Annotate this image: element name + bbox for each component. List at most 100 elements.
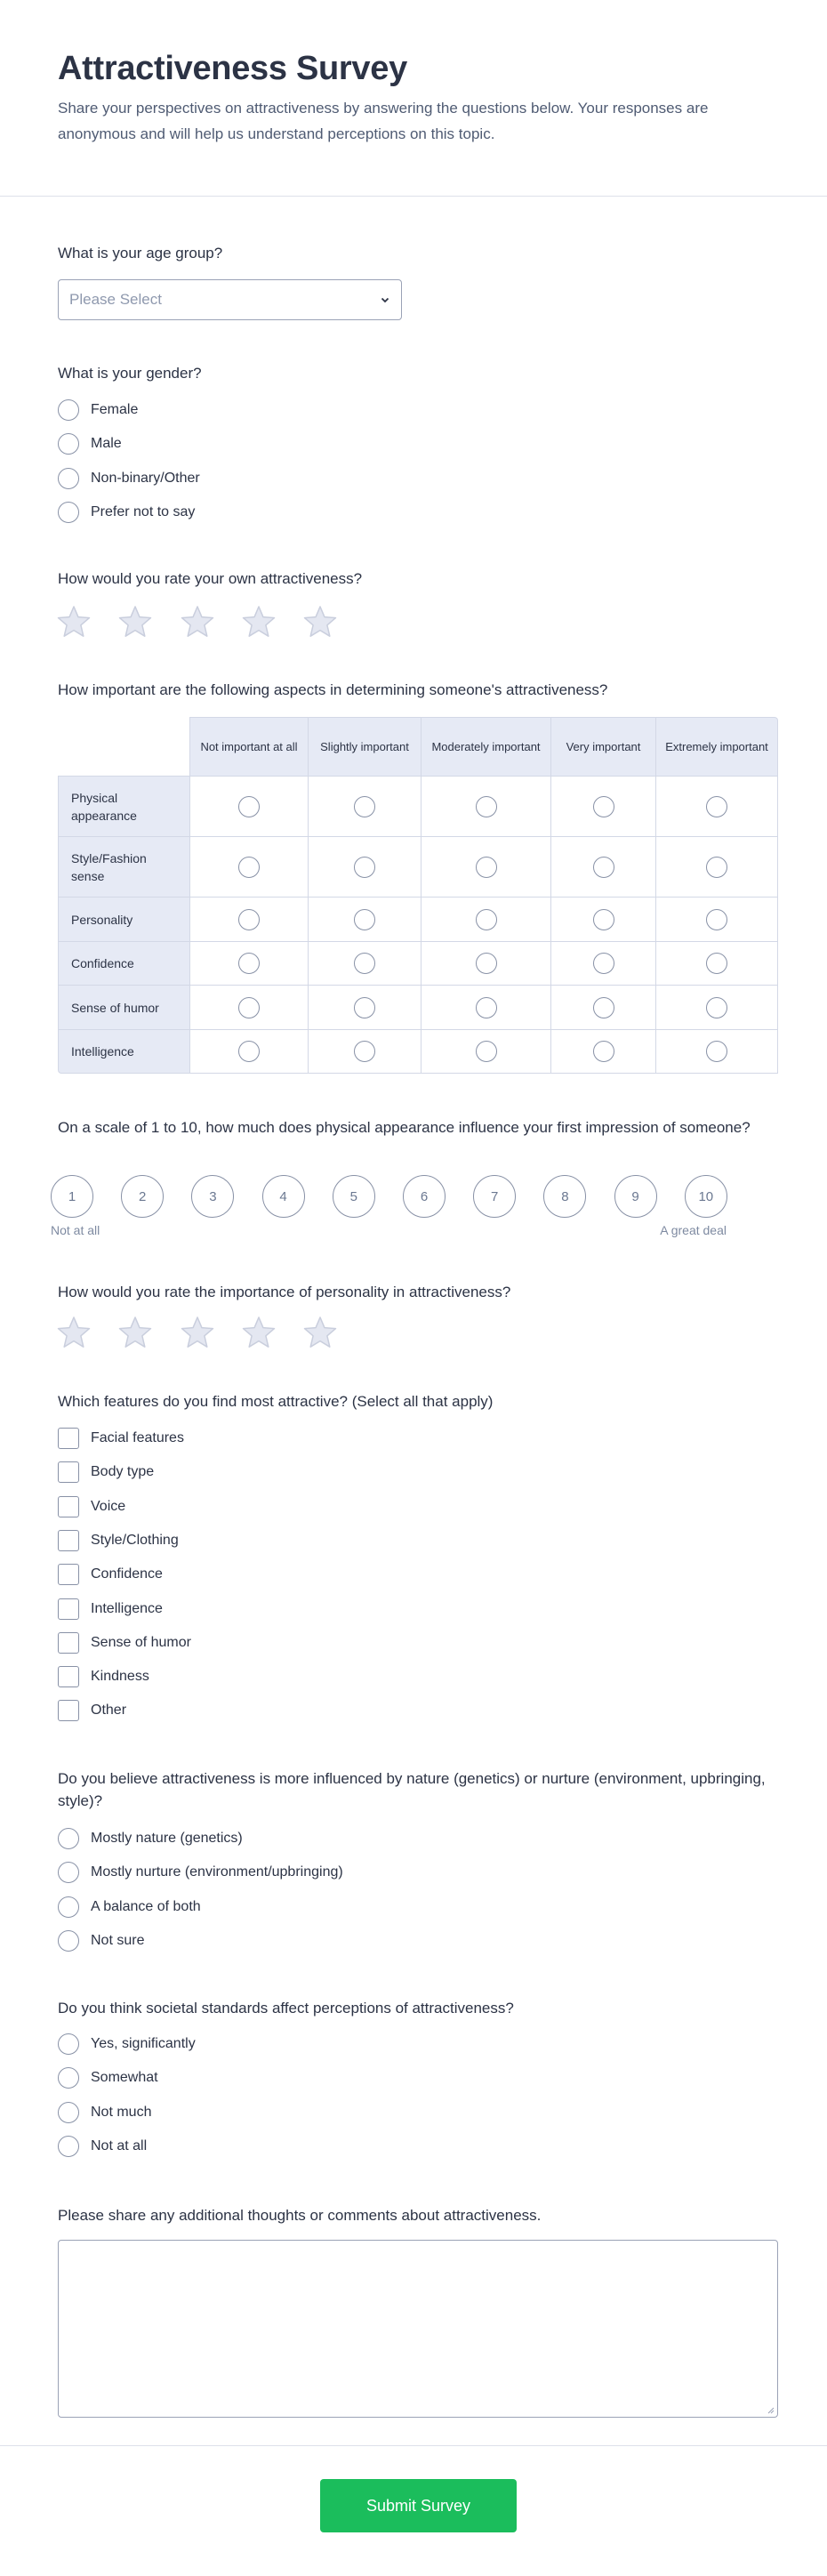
radio-option[interactable]: Male — [58, 431, 122, 457]
radio-button[interactable] — [58, 2067, 79, 2089]
radio-button[interactable] — [58, 1828, 79, 1849]
radio-button[interactable] — [592, 953, 614, 974]
star-icon[interactable] — [180, 1315, 215, 1350]
star-icon[interactable] — [241, 604, 277, 640]
scale-option[interactable]: 6 — [403, 1175, 446, 1218]
radio-button[interactable] — [58, 2033, 79, 2055]
radio-button[interactable] — [475, 908, 497, 930]
scale-option[interactable]: 4 — [261, 1175, 305, 1218]
matrix-cell — [309, 777, 422, 837]
radio-button[interactable] — [475, 953, 497, 974]
checkbox[interactable] — [58, 1700, 79, 1722]
radio-option[interactable]: Yes, significantly — [58, 2031, 196, 2057]
radio-button[interactable] — [475, 996, 497, 1018]
matrix-cell — [190, 986, 309, 1030]
radio-button[interactable] — [238, 795, 260, 817]
star-icon[interactable] — [56, 1315, 92, 1350]
radio-button[interactable] — [58, 467, 79, 489]
radio-button[interactable] — [706, 908, 727, 930]
radio-button[interactable] — [475, 795, 497, 817]
radio-button[interactable] — [475, 1041, 497, 1062]
scale-option[interactable]: 5 — [332, 1175, 375, 1218]
checkbox-option[interactable]: Kindness — [58, 1663, 149, 1690]
checkbox[interactable] — [58, 1495, 79, 1517]
radio-button[interactable] — [58, 1929, 79, 1952]
scale-option[interactable]: 1 — [51, 1175, 93, 1218]
scale-option[interactable]: 2 — [121, 1175, 165, 1218]
radio-option[interactable]: Not much — [58, 2099, 151, 2126]
radio-button[interactable] — [592, 1041, 614, 1062]
age-group-select[interactable]: Please Select — [58, 279, 402, 320]
checkbox[interactable] — [58, 1598, 79, 1620]
resize-handle-icon[interactable] — [766, 2405, 775, 2414]
radio-button[interactable] — [592, 795, 614, 817]
checkbox[interactable] — [58, 1529, 79, 1551]
checkbox-option[interactable]: Sense of humor — [58, 1630, 191, 1656]
radio-button[interactable] — [58, 399, 79, 421]
checkbox[interactable] — [58, 1461, 79, 1484]
scale-option[interactable]: 8 — [543, 1175, 587, 1218]
checkbox-option[interactable]: Other — [58, 1697, 126, 1724]
star-icon[interactable] — [180, 604, 215, 640]
aspects-label: How important are the following aspects … — [58, 681, 608, 698]
star-icon[interactable] — [56, 604, 92, 640]
radio-option[interactable]: Not at all — [58, 2133, 147, 2160]
checkbox-option[interactable]: Body type — [58, 1459, 154, 1485]
star-icon[interactable] — [302, 1315, 338, 1350]
radio-button[interactable] — [354, 1041, 375, 1062]
radio-button[interactable] — [58, 2135, 79, 2157]
radio-button[interactable] — [706, 1041, 727, 1062]
radio-button[interactable] — [592, 856, 614, 878]
radio-button[interactable] — [475, 856, 497, 878]
radio-button[interactable] — [706, 856, 727, 878]
radio-button[interactable] — [58, 501, 79, 523]
radio-button[interactable] — [354, 953, 375, 974]
star-icon[interactable] — [117, 1315, 153, 1350]
radio-button[interactable] — [238, 856, 260, 878]
radio-button[interactable] — [238, 953, 260, 974]
checkbox[interactable] — [58, 1631, 79, 1654]
checkbox-option[interactable]: Voice — [58, 1493, 125, 1520]
checkbox[interactable] — [58, 1428, 79, 1449]
radio-button[interactable] — [354, 856, 375, 878]
radio-button[interactable] — [238, 1041, 260, 1062]
radio-option[interactable]: A balance of both — [58, 1894, 201, 1920]
checkbox[interactable] — [58, 1666, 79, 1688]
submit-survey-button[interactable]: Submit Survey — [320, 2479, 517, 2532]
radio-button[interactable] — [58, 1862, 79, 1884]
scale-option[interactable]: 3 — [191, 1175, 235, 1218]
star-icon[interactable] — [117, 604, 153, 640]
radio-option[interactable]: Prefer not to say — [58, 499, 195, 526]
star-icon[interactable] — [302, 604, 338, 640]
checkbox-option[interactable]: Facial features — [58, 1425, 184, 1452]
checkbox-option[interactable]: Intelligence — [58, 1596, 163, 1622]
radio-button[interactable] — [238, 996, 260, 1018]
radio-option[interactable]: Not sure — [58, 1928, 144, 1954]
comments-textarea[interactable] — [58, 2240, 778, 2418]
radio-button[interactable] — [238, 908, 260, 930]
checkbox[interactable] — [58, 1564, 79, 1586]
radio-button[interactable] — [592, 996, 614, 1018]
radio-button[interactable] — [58, 433, 79, 455]
radio-button[interactable] — [592, 908, 614, 930]
checkbox-option[interactable]: Style/Clothing — [58, 1527, 179, 1554]
radio-button[interactable] — [58, 1896, 79, 1918]
radio-button[interactable] — [354, 908, 375, 930]
radio-button[interactable] — [354, 996, 375, 1018]
scale-option[interactable]: 7 — [473, 1175, 517, 1218]
radio-option[interactable]: Mostly nature (genetics) — [58, 1825, 243, 1852]
checkbox-option[interactable]: Confidence — [58, 1561, 163, 1588]
radio-option[interactable]: Non-binary/Other — [58, 465, 200, 492]
scale-option[interactable]: 9 — [614, 1175, 657, 1218]
radio-option[interactable]: Mostly nurture (environment/upbringing) — [58, 1859, 343, 1886]
matrix-cell — [551, 777, 656, 837]
radio-button[interactable] — [58, 2101, 79, 2123]
radio-option[interactable]: Somewhat — [58, 2065, 158, 2091]
radio-button[interactable] — [706, 795, 727, 817]
radio-button[interactable] — [354, 795, 375, 817]
radio-button[interactable] — [706, 953, 727, 974]
radio-option[interactable]: Female — [58, 397, 138, 423]
radio-button[interactable] — [706, 996, 727, 1018]
scale-option[interactable]: 10 — [684, 1175, 727, 1218]
star-icon[interactable] — [241, 1315, 277, 1350]
